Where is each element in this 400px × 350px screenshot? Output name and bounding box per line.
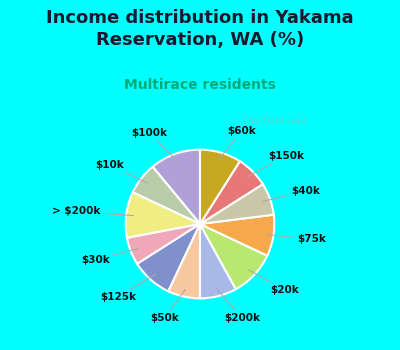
Wedge shape [152,149,200,224]
Wedge shape [200,149,240,224]
Text: $100k: $100k [131,128,177,161]
Text: $30k: $30k [81,248,138,265]
Text: > $200k: > $200k [52,206,134,216]
Text: Multirace residents: Multirace residents [124,78,276,92]
Text: $40k: $40k [263,186,320,201]
Text: City-Data.com: City-Data.com [243,117,307,126]
Text: Income distribution in Yakama
Reservation, WA (%): Income distribution in Yakama Reservatio… [46,9,354,49]
Wedge shape [200,215,274,255]
Wedge shape [200,161,263,224]
Wedge shape [168,224,200,298]
Wedge shape [137,224,200,291]
Text: $60k: $60k [219,126,256,160]
Text: $20k: $20k [249,270,299,295]
Wedge shape [200,224,236,298]
Wedge shape [200,184,274,224]
Text: $50k: $50k [150,289,185,323]
Text: $150k: $150k [247,150,304,177]
Text: $125k: $125k [100,274,156,302]
Wedge shape [126,193,200,238]
Text: $10k: $10k [95,160,147,183]
Wedge shape [127,224,200,264]
Wedge shape [200,224,267,289]
Text: $200k: $200k [217,289,260,323]
Wedge shape [133,167,200,224]
Text: $75k: $75k [266,234,326,244]
